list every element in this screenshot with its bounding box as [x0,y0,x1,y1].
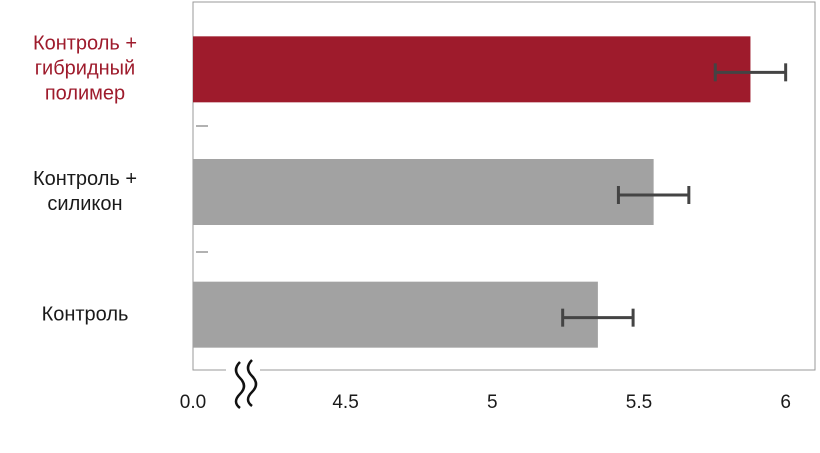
x-tick-label: 5 [487,392,498,413]
x-tick-label: 5.5 [626,392,652,413]
category-label: Контроль + силикон [32,168,138,215]
x-tick-label: 4.5 [332,392,358,413]
category-label: Контроль [41,303,129,326]
x-tick-label: 0.0 [180,392,206,413]
category-label: Контроль + гибридный полимер [32,32,138,105]
axis-break [234,359,258,409]
x-tick-label: 6 [780,392,791,413]
bar [193,159,654,225]
bar [193,36,751,103]
bar [193,281,598,348]
